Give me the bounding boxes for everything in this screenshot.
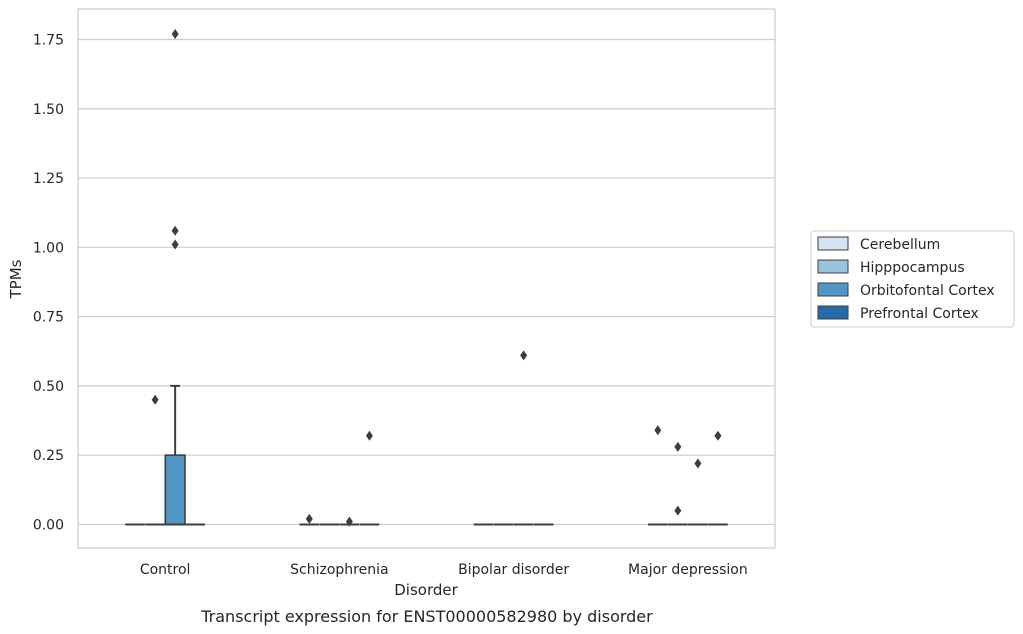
x-tick-label: Control bbox=[140, 562, 191, 578]
outlier-point bbox=[171, 225, 179, 236]
y-tick-labels: 0.00 0.25 0.50 0.75 1.00 1.25 1.50 1.75 bbox=[33, 32, 64, 533]
outlier-point bbox=[365, 430, 373, 441]
y-tick-label: 1.25 bbox=[33, 171, 64, 187]
outlier-point bbox=[520, 350, 528, 361]
outlier-point bbox=[694, 458, 702, 469]
outlier-point bbox=[654, 425, 662, 436]
outlier-point bbox=[171, 239, 179, 250]
plot-frame bbox=[77, 8, 776, 549]
y-axis-label: TPMs bbox=[7, 259, 25, 299]
x-axis-label: Disorder bbox=[394, 581, 458, 599]
legend-label: Orbitofontal Cortex bbox=[860, 283, 995, 299]
legend-frame bbox=[810, 230, 1015, 328]
legend-swatch bbox=[817, 259, 849, 274]
y-tick-label: 1.50 bbox=[33, 102, 64, 118]
outlier-point bbox=[345, 516, 353, 527]
y-tick-label: 0.00 bbox=[33, 517, 64, 533]
legend-label: Cerebellum bbox=[860, 237, 940, 253]
legend: Cerebellum Hipppocampus Orbitofontal Corte… bbox=[810, 230, 1015, 328]
y-tick-label: 0.50 bbox=[33, 379, 64, 395]
legend-label: Hipppocampus bbox=[860, 260, 965, 276]
outlier-point bbox=[305, 513, 313, 524]
outlier-points bbox=[151, 28, 722, 527]
outlier-point bbox=[714, 430, 722, 441]
y-tick-label: 1.75 bbox=[33, 32, 64, 48]
legend-swatch bbox=[817, 305, 849, 320]
legend-swatch bbox=[817, 282, 849, 297]
outlier-point bbox=[151, 394, 159, 405]
x-tick-label: Bipolar disorder bbox=[458, 562, 569, 578]
grid-lines bbox=[78, 38, 775, 526]
y-tick-label: 1.00 bbox=[33, 240, 64, 256]
y-tick-label: 0.25 bbox=[33, 448, 64, 464]
x-tick-label: Major depression bbox=[628, 562, 748, 578]
legend-swatch bbox=[817, 236, 849, 251]
box-elements bbox=[125, 384, 728, 526]
x-tick-labels: Control Schizophrenia Bipolar disorder Majo… bbox=[140, 562, 748, 578]
outlier-point bbox=[171, 28, 179, 39]
box bbox=[164, 454, 186, 526]
outlier-point bbox=[674, 441, 682, 452]
chart-caption: Transcript expression for ENST0000058298… bbox=[200, 607, 653, 626]
outlier-point bbox=[674, 505, 682, 516]
x-tick-label: Schizophrenia bbox=[290, 562, 388, 578]
box-group bbox=[164, 384, 186, 526]
y-tick-label: 0.75 bbox=[33, 310, 64, 326]
legend-label: Prefrontal Cortex bbox=[860, 306, 979, 322]
